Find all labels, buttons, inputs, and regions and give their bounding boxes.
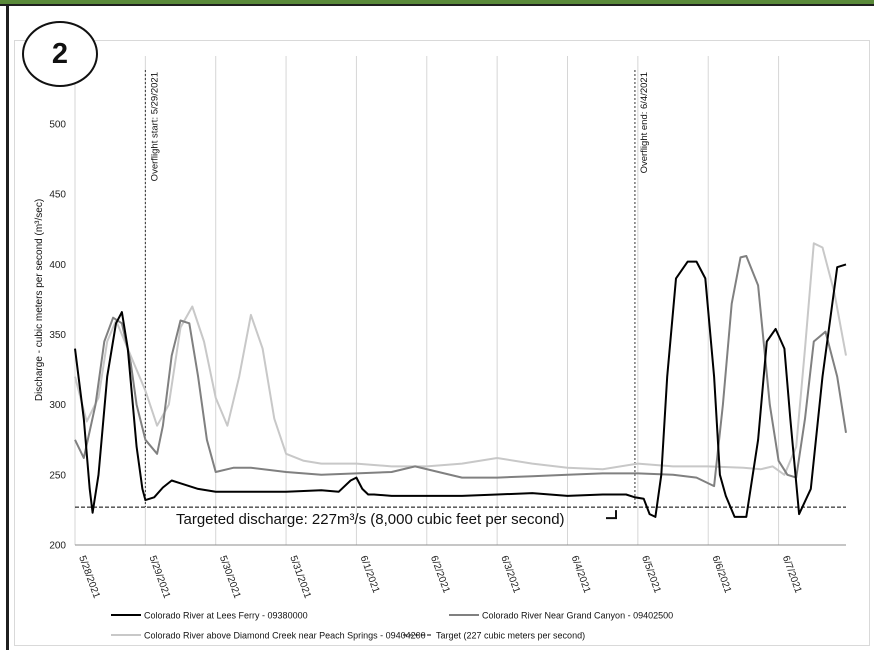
x-tick-label: 6/2/2021 [428, 554, 452, 595]
x-tick-label: 6/7/2021 [780, 554, 804, 595]
x-tick-label: 5/30/2021 [217, 554, 243, 600]
series-line [74, 255, 847, 488]
legend-label: Target (227 cubic meters per second) [436, 631, 585, 641]
overflight-marker-label: Overflight end: 6/4/2021 [639, 72, 650, 173]
legend-label: Colorado River above Diamond Creek near … [144, 631, 426, 641]
y-axis-label: Discharge - cubic meters per second (m³/… [34, 199, 45, 401]
y-tick-label: 450 [49, 190, 66, 201]
x-tick-label: 6/1/2021 [358, 554, 382, 595]
target-annotation-arrow [606, 510, 617, 520]
x-tick-label: 6/4/2021 [569, 554, 593, 595]
target-annotation: Targeted discharge: 227m³/s (8,000 cubic… [176, 510, 617, 528]
y-tick-label: 200 [49, 541, 66, 552]
overflight-markers: Overflight start: 5/29/2021 Overflight en… [144, 70, 650, 507]
y-tick-label: 300 [49, 400, 66, 411]
x-tick-label: 5/28/2021 [76, 554, 102, 600]
legend-label: Colorado River at Lees Ferry - 09380000 [144, 611, 308, 621]
target-annotation-label: Targeted discharge: 227m³/s (8,000 cubic… [176, 511, 565, 528]
series-lines [74, 242, 847, 518]
x-tick-label: 5/29/2021 [147, 554, 173, 600]
x-tick-label: 6/3/2021 [498, 554, 522, 595]
y-tick-label: 250 [49, 470, 66, 481]
y-tick-label: 400 [49, 260, 66, 271]
window-top-bar [0, 0, 874, 4]
figure-number: 2 [51, 37, 69, 70]
x-tick-label: 6/5/2021 [639, 554, 663, 595]
x-tick-label: 5/31/2021 [287, 554, 313, 600]
x-axis-ticks: 5/28/2021 5/29/2021 5/30/2021 5/31/2021 6/1/… [76, 554, 803, 600]
window-left-border [0, 6, 9, 650]
overflight-marker-label: Overflight start: 5/29/2021 [149, 72, 160, 181]
y-tick-label: 350 [49, 330, 66, 341]
y-axis-ticks: 200 250 300 350 400 450 500 [49, 120, 66, 552]
window-top-border [0, 4, 874, 6]
chart-panel [14, 40, 870, 646]
y-tick-label: 500 [49, 120, 66, 131]
series-line [74, 260, 847, 518]
figure-number-badge: 2 [22, 21, 98, 87]
series-line [74, 242, 847, 476]
legend: Colorado River at Lees Ferry - 09380000 C… [111, 611, 673, 641]
legend-label: Colorado River Near Grand Canyon - 09402… [482, 611, 673, 621]
x-tick-label: 6/6/2021 [709, 554, 733, 595]
